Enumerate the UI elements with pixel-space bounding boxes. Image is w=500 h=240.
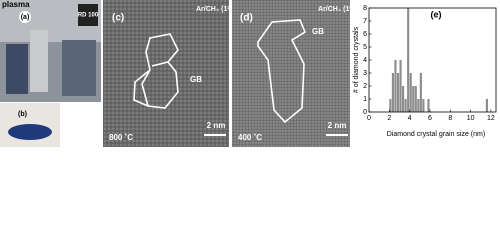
y-tick-label: 5 bbox=[363, 44, 367, 51]
scale-label: 2 nm bbox=[207, 121, 226, 130]
gas-label: Ar/CH₄ (1%) bbox=[196, 6, 236, 13]
gas-label: Ar/CH₄ (1%) bbox=[318, 6, 358, 13]
bar bbox=[414, 86, 417, 112]
caption: plasma bbox=[2, 0, 30, 9]
x-tick-label: 2 bbox=[387, 115, 391, 122]
bar bbox=[419, 73, 422, 112]
gb-label: GB bbox=[312, 27, 324, 36]
bar bbox=[422, 99, 425, 112]
panel-b: (b) bbox=[0, 103, 60, 147]
temperature: 800 ˚C bbox=[109, 133, 133, 142]
chamber bbox=[30, 30, 48, 92]
tem-image bbox=[232, 0, 350, 147]
bar bbox=[402, 86, 405, 112]
bar bbox=[389, 99, 392, 112]
panel-e: (e) Diamond crystal grain size (nm) # of… bbox=[353, 5, 497, 138]
x-tick-label: 6 bbox=[428, 115, 432, 122]
grain-outline bbox=[141, 33, 179, 109]
y-tick-label: 0 bbox=[363, 109, 367, 116]
wafer bbox=[8, 124, 52, 140]
panel-label: (e) bbox=[431, 9, 442, 19]
x-tick-label: 12 bbox=[487, 115, 495, 122]
logo-box bbox=[78, 4, 98, 26]
x-tick-label: 0 bbox=[367, 115, 371, 122]
y-tick-label: 4 bbox=[363, 57, 367, 64]
tem-image bbox=[103, 0, 229, 147]
bar bbox=[407, 8, 410, 112]
bar bbox=[412, 86, 415, 112]
temperature: 400 ˚C bbox=[238, 133, 262, 142]
panel-c: (c) Ar/CH₄ (1%) GB 2 nm 800 ˚C bbox=[103, 0, 236, 147]
bar bbox=[404, 99, 407, 112]
bar bbox=[485, 99, 488, 112]
x-tick-label: 10 bbox=[467, 115, 475, 122]
y-tick-label: 2 bbox=[363, 83, 367, 90]
bar bbox=[417, 99, 420, 112]
label-bg bbox=[19, 11, 31, 23]
panel-label: (a) bbox=[21, 14, 30, 21]
bar bbox=[427, 99, 430, 112]
y-tick-label: 7 bbox=[363, 18, 367, 25]
bar bbox=[409, 73, 412, 112]
panel-d: (d) Ar/CH₄ (1%) GB 2 nm 400 ˚C bbox=[232, 0, 358, 147]
figure: RD 100 plasma (a) (b) (c) Ar/CH₄ (1%) GB… bbox=[0, 0, 497, 147]
gb-label: GB bbox=[190, 75, 202, 84]
panel-a: RD 100 plasma (a) bbox=[0, 0, 101, 102]
y-tick-label: 8 bbox=[363, 5, 367, 12]
x-tick-label: 4 bbox=[408, 115, 412, 122]
x-tick-label: 8 bbox=[448, 115, 452, 122]
y-tick-label: 3 bbox=[363, 70, 367, 77]
bar bbox=[394, 60, 397, 112]
logo: RD 100 bbox=[78, 13, 99, 19]
cabinet bbox=[6, 44, 28, 94]
y-axis-label: # of diamond crystals bbox=[353, 26, 360, 93]
bar bbox=[399, 60, 402, 112]
rack bbox=[62, 40, 96, 96]
plot-frame bbox=[368, 7, 497, 113]
grain-outline bbox=[133, 69, 151, 107]
grain-outline bbox=[257, 19, 307, 124]
bar bbox=[396, 73, 400, 112]
scale-label: 2 nm bbox=[328, 121, 347, 130]
y-tick-label: 1 bbox=[363, 96, 367, 103]
bar bbox=[391, 73, 394, 112]
panel-label: (b) bbox=[18, 111, 27, 118]
y-tick-label: 6 bbox=[363, 31, 367, 38]
panel-label: (c) bbox=[112, 13, 124, 24]
panel-label: (d) bbox=[240, 13, 253, 24]
x-axis-label: Diamond crystal grain size (nm) bbox=[387, 131, 485, 138]
